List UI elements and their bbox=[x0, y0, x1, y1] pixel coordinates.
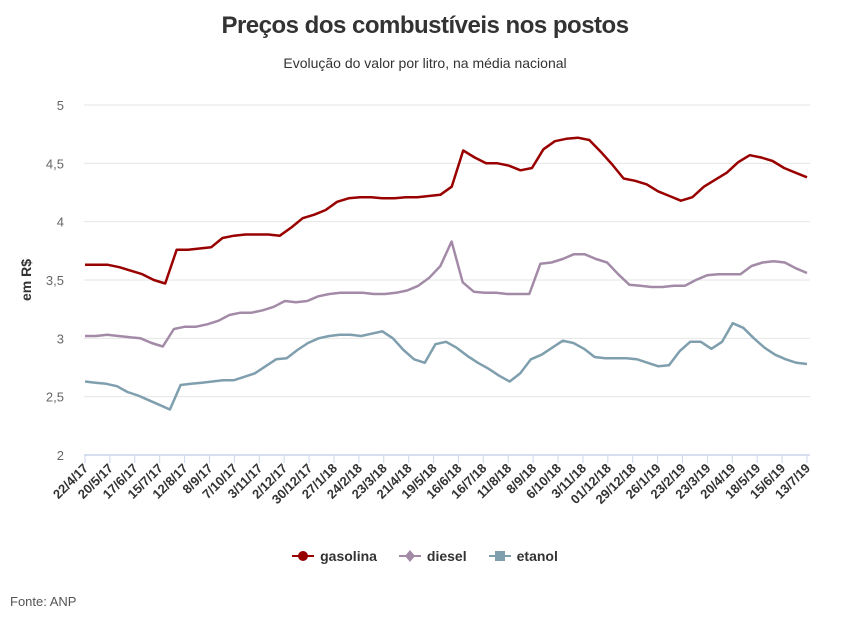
diamond-marker-icon bbox=[398, 550, 421, 562]
series-lines bbox=[84, 136, 808, 411]
legend-label: diesel bbox=[426, 548, 467, 564]
y-axis-label: em R$ bbox=[18, 259, 34, 301]
grid-lines bbox=[84, 104, 810, 398]
legend-label: gasolina bbox=[320, 548, 377, 564]
y-tick-label: 2,5 bbox=[46, 390, 64, 405]
y-tick-label: 4 bbox=[57, 215, 64, 230]
source-note: Fonte: ANP bbox=[10, 594, 77, 609]
series-line-etanol[interactable] bbox=[84, 321, 808, 411]
y-tick-label: 3,5 bbox=[46, 273, 64, 288]
y-tick-label: 2 bbox=[57, 448, 64, 463]
x-axis: 22/4/1720/5/1717/6/1715/7/1712/8/178/9/1… bbox=[50, 454, 813, 507]
legend-label: etanol bbox=[516, 548, 558, 564]
y-tick-label: 5 bbox=[57, 98, 64, 113]
legend-item-etanol[interactable]: etanol bbox=[488, 548, 558, 564]
legend-item-diesel[interactable]: diesel bbox=[398, 548, 467, 564]
line-chart: 2 2,5 3 3,5 4 4,5 5 em R$ 22/4/1720/5/1717/6/1… bbox=[18, 98, 813, 507]
legend: gasolina diesel etanol bbox=[0, 548, 850, 564]
chart-title: Preços dos combustíveis nos postos bbox=[221, 12, 629, 39]
y-axis-ticks: 2 2,5 3 3,5 4 4,5 5 bbox=[46, 98, 64, 463]
circle-marker-icon bbox=[292, 551, 315, 561]
square-marker-icon bbox=[488, 551, 511, 561]
series-line-gasolina[interactable] bbox=[85, 136, 808, 285]
y-tick-label: 3 bbox=[57, 331, 64, 346]
chart-subtitle: Evolução do valor por litro, na média na… bbox=[283, 55, 567, 71]
y-tick-label: 4,5 bbox=[46, 156, 64, 171]
legend-item-gasolina[interactable]: gasolina bbox=[292, 548, 377, 564]
series-line-diesel[interactable] bbox=[85, 240, 808, 348]
